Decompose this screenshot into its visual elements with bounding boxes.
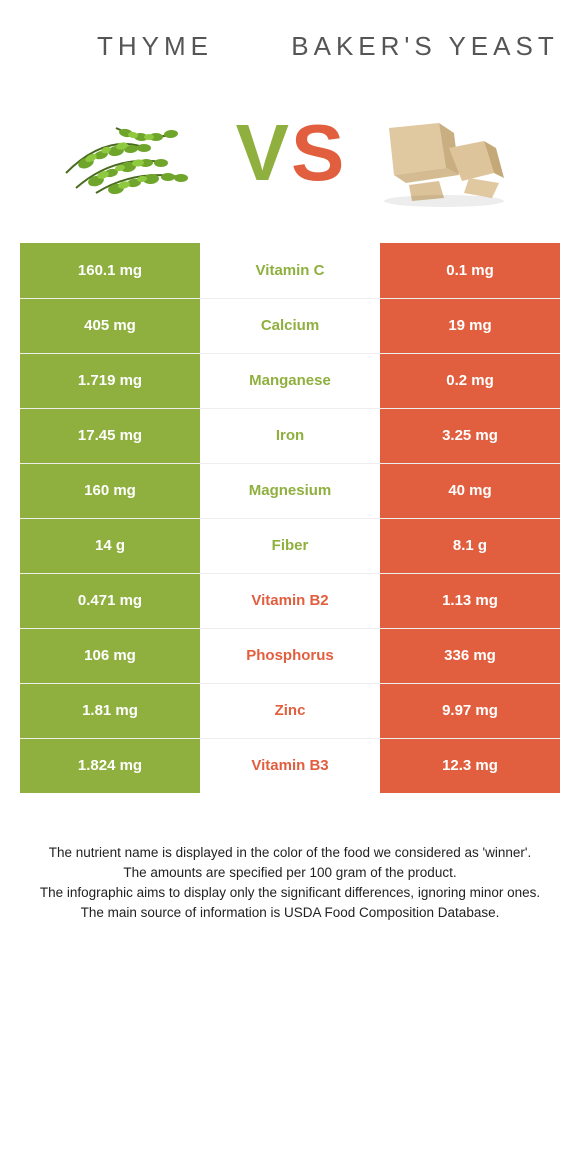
yeast-icon [354, 93, 524, 213]
cell-nutrient-label: Zinc [200, 684, 380, 738]
title-left-col: Thyme [20, 30, 290, 63]
cell-right-value: 0.2 mg [380, 354, 560, 408]
footer-line: The main source of information is USDA F… [30, 903, 550, 923]
cell-right-value: 9.97 mg [380, 684, 560, 738]
cell-nutrient-label: Manganese [200, 354, 380, 408]
cell-right-value: 19 mg [380, 299, 560, 353]
yeast-image [354, 93, 524, 213]
footer-line: The nutrient name is displayed in the co… [30, 843, 550, 863]
infographic-container: Thyme Baker's yeast [0, 0, 580, 1174]
cell-left-value: 1.824 mg [20, 739, 200, 793]
footer-line: The amounts are specified per 100 gram o… [30, 863, 550, 883]
cell-nutrient-label: Calcium [200, 299, 380, 353]
cell-right-value: 1.13 mg [380, 574, 560, 628]
vs-v: V [236, 113, 289, 193]
cell-right-value: 3.25 mg [380, 409, 560, 463]
thyme-icon [56, 93, 226, 213]
cell-right-value: 12.3 mg [380, 739, 560, 793]
cell-right-value: 336 mg [380, 629, 560, 683]
footer-line: The infographic aims to display only the… [30, 883, 550, 903]
cell-nutrient-label: Vitamin B2 [200, 574, 380, 628]
cell-nutrient-label: Phosphorus [200, 629, 380, 683]
table-row: 405 mgCalcium19 mg [20, 298, 560, 353]
titles-row: Thyme Baker's yeast [0, 0, 580, 73]
cell-right-value: 8.1 g [380, 519, 560, 573]
title-right-col: Baker's yeast [290, 30, 560, 63]
cell-right-value: 40 mg [380, 464, 560, 518]
cell-left-value: 1.81 mg [20, 684, 200, 738]
table-row: 1.81 mgZinc9.97 mg [20, 683, 560, 738]
vs-label: V S [236, 113, 345, 193]
cell-left-value: 17.45 mg [20, 409, 200, 463]
table-row: 0.471 mgVitamin B21.13 mg [20, 573, 560, 628]
cell-nutrient-label: Iron [200, 409, 380, 463]
table-row: 106 mgPhosphorus336 mg [20, 628, 560, 683]
table-row: 17.45 mgIron3.25 mg [20, 408, 560, 463]
cell-right-value: 0.1 mg [380, 243, 560, 298]
table-row: 1.719 mgManganese0.2 mg [20, 353, 560, 408]
cell-nutrient-label: Fiber [200, 519, 380, 573]
vs-s: S [291, 113, 344, 193]
hero-row: V S [0, 73, 580, 243]
cell-left-value: 1.719 mg [20, 354, 200, 408]
cell-left-value: 160.1 mg [20, 243, 200, 298]
table-row: 160 mgMagnesium40 mg [20, 463, 560, 518]
cell-left-value: 160 mg [20, 464, 200, 518]
table-row: 1.824 mgVitamin B312.3 mg [20, 738, 560, 793]
cell-left-value: 106 mg [20, 629, 200, 683]
title-right: Baker's yeast [290, 30, 560, 63]
thyme-image [56, 93, 226, 213]
cell-left-value: 405 mg [20, 299, 200, 353]
cell-left-value: 14 g [20, 519, 200, 573]
table-row: 160.1 mgVitamin C0.1 mg [20, 243, 560, 298]
table-row: 14 gFiber8.1 g [20, 518, 560, 573]
cell-nutrient-label: Magnesium [200, 464, 380, 518]
cell-nutrient-label: Vitamin C [200, 243, 380, 298]
cell-left-value: 0.471 mg [20, 574, 200, 628]
comparison-table: 160.1 mgVitamin C0.1 mg405 mgCalcium19 m… [0, 243, 580, 793]
footer-notes: The nutrient name is displayed in the co… [0, 793, 580, 944]
cell-nutrient-label: Vitamin B3 [200, 739, 380, 793]
title-left: Thyme [20, 30, 290, 63]
